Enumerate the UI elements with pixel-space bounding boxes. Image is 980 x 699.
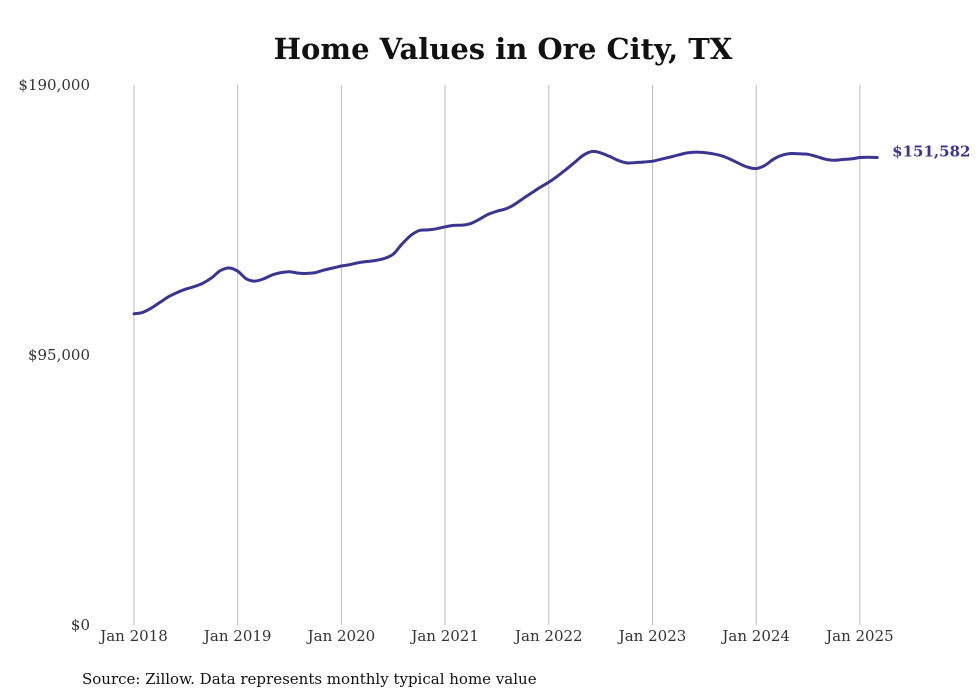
y-tick-label: $0 xyxy=(71,616,90,634)
x-tick-label: Jan 2018 xyxy=(98,627,168,645)
y-tick-label: $95,000 xyxy=(28,346,90,364)
source-note: Source: Zillow. Data represents monthly … xyxy=(82,670,537,688)
x-tick-label: Jan 2025 xyxy=(824,627,894,645)
end-value-label: $151,582 xyxy=(892,142,970,160)
gridlines xyxy=(133,85,861,625)
chart-title: Home Values in Ore City, TX xyxy=(274,32,733,66)
x-tick-label: Jan 2019 xyxy=(202,627,272,645)
x-tick-label: Jan 2020 xyxy=(306,627,376,645)
x-tick-label: Jan 2021 xyxy=(409,627,479,645)
end-labels: $151,582 xyxy=(892,142,970,160)
y-axis-ticks: $0 $95,000 $190,000 xyxy=(18,76,90,634)
x-tick-label: Jan 2022 xyxy=(513,627,583,645)
x-axis-ticks: Jan 2018 Jan 2019 Jan 2020 Jan 2021 Jan 2022… xyxy=(98,627,893,645)
y-tick-label: $190,000 xyxy=(18,76,90,94)
series-lines xyxy=(132,149,879,316)
x-tick-label: Jan 2023 xyxy=(617,627,687,645)
series-line xyxy=(132,149,879,316)
x-tick-label: Jan 2024 xyxy=(720,627,790,645)
